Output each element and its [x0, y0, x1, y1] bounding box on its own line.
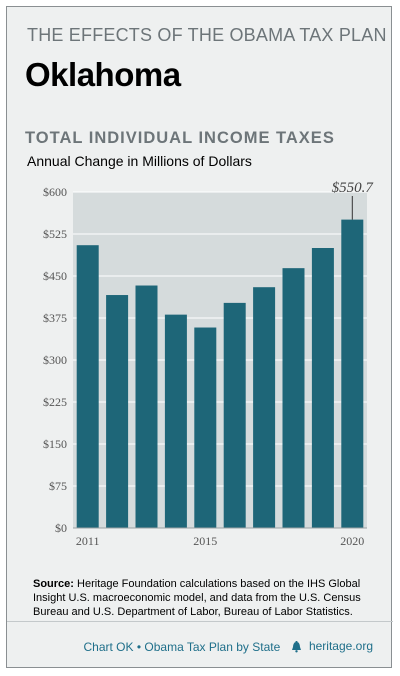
bar — [164, 314, 187, 528]
footer: Chart OK • Obama Tax Plan by State herit… — [7, 621, 393, 668]
y-tick-label: $75 — [49, 479, 67, 493]
liberty-bell-icon — [291, 640, 301, 653]
bar — [223, 302, 246, 528]
bar — [194, 327, 217, 528]
x-tick-label: 2011 — [76, 534, 100, 548]
footer-series-label: Obama Tax Plan by State — [144, 639, 281, 654]
chart-card: THE EFFECTS OF THE OBAMA TAX PLAN Oklaho… — [6, 6, 393, 668]
source-note: Source: Heritage Foundation calculations… — [33, 577, 385, 619]
chart-subtitle: Annual Change in Millions of Dollars — [27, 153, 252, 169]
y-tick-label: $375 — [43, 311, 67, 325]
bar — [76, 245, 99, 528]
x-tick-label: 2020 — [340, 534, 364, 548]
bar — [253, 287, 276, 528]
state-title: Oklahoma — [25, 56, 181, 93]
y-tick-label: $150 — [43, 437, 67, 451]
chart-title: TOTAL INDIVIDUAL INCOME TAXES — [25, 129, 335, 147]
series-title: THE EFFECTS OF THE OBAMA TAX PLAN — [27, 25, 387, 45]
footer-chart-label: Chart OK — [83, 639, 134, 654]
y-tick-label: $450 — [43, 269, 67, 283]
source-label: Source: — [33, 578, 74, 590]
bar — [135, 285, 158, 528]
y-tick-label: $225 — [43, 395, 67, 409]
heritage-link[interactable]: heritage.org — [308, 639, 373, 653]
bar — [106, 295, 129, 528]
bar — [341, 219, 364, 528]
source-text: Heritage Foundation calculations based o… — [33, 578, 361, 618]
x-tick-label: 2015 — [193, 534, 217, 548]
annotation-label: $550.7 — [332, 180, 375, 196]
y-tick-label: $300 — [43, 353, 67, 367]
bar — [282, 268, 305, 528]
bar-chart: $0 $75 $150 $225 $300 $375 $450 $525 $600 2011 201… — [43, 180, 375, 548]
bar — [311, 248, 334, 528]
y-tick-label: $525 — [43, 227, 67, 241]
footer-text: Chart OK • Obama Tax Plan by State herit… — [84, 639, 374, 654]
y-tick-label: $0 — [55, 521, 67, 535]
footer-separator: • — [136, 639, 142, 654]
y-tick-label: $600 — [43, 185, 67, 199]
